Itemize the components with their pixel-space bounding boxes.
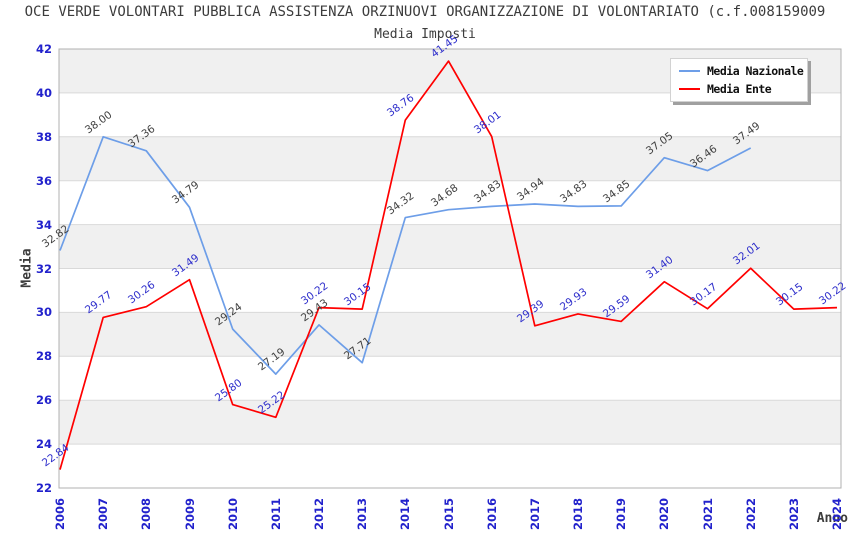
x-axis-year-label: 2012: [312, 497, 326, 531]
grid-band: [59, 136, 841, 181]
y-tick-label: 24: [35, 437, 52, 452]
chart-title: OCE VERDE VOLONTARI PUBBLICA ASSISTENZA …: [24, 4, 826, 20]
x-axis-year-label: 2008: [139, 497, 154, 531]
chart-subtitle: Media Imposti: [374, 27, 476, 42]
x-axis-year-label: 2014: [398, 497, 413, 531]
x-axis-year-label: 2022: [743, 497, 758, 531]
y-tick-label: 26: [35, 393, 52, 408]
x-axis-title: Anno: [816, 511, 848, 526]
y-tick-label: 34: [35, 217, 52, 232]
grid-band: [59, 356, 841, 401]
x-axis-year-label: 2009: [182, 497, 197, 531]
grid-band: [59, 224, 841, 269]
grid-band: [59, 312, 841, 357]
legend: Media Nazionale Media Ente: [670, 58, 808, 102]
y-tick-label: 38: [35, 129, 52, 144]
legend-label: Media Nazionale: [707, 64, 804, 78]
x-axis-year-label: 2015: [441, 497, 456, 531]
y-tick-label: 36: [35, 173, 52, 188]
y-tick-label: 42: [35, 42, 52, 56]
x-axis-year-label: 2024: [830, 497, 844, 531]
x-axis-year-label: 2013: [355, 497, 370, 531]
x-axis-year-label: 2016: [484, 497, 499, 531]
x-axis-year-label: 2007: [96, 497, 111, 531]
legend-label: Media Ente: [707, 82, 772, 96]
legend-item-media-ente: Media Ente: [679, 82, 803, 96]
x-axis-year-label: 2020: [657, 497, 672, 531]
legend-item-media-nazionale: Media Nazionale: [679, 64, 804, 78]
series-line-media-nazionale: [59, 135, 752, 375]
x-axis-year-label: 2011: [268, 497, 283, 531]
legend-line-sample: [679, 88, 700, 90]
grid-band: [59, 400, 841, 445]
y-tick-label: 30: [35, 305, 52, 320]
grid-band: [59, 180, 841, 225]
x-axis-year-label: 2021: [700, 497, 715, 531]
x-axis-year-label: 2010: [225, 497, 240, 531]
plot-border: [58, 48, 842, 489]
y-tick-label: 40: [35, 85, 52, 100]
x-axis-year-label: 2018: [571, 497, 585, 531]
x-axis-year-label: 2019: [614, 497, 629, 531]
legend-line-sample: [679, 70, 700, 72]
y-tick-label: 32: [35, 261, 52, 276]
y-tick-label: 28: [35, 349, 52, 364]
series-line-media-ente: [59, 60, 838, 470]
x-axis-year-label: 2023: [786, 497, 801, 531]
x-axis-year-label: 2006: [53, 497, 67, 531]
x-axis-year-label: 2017: [527, 497, 542, 531]
grid-band: [59, 444, 841, 488]
y-tick-label: 22: [35, 481, 52, 495]
